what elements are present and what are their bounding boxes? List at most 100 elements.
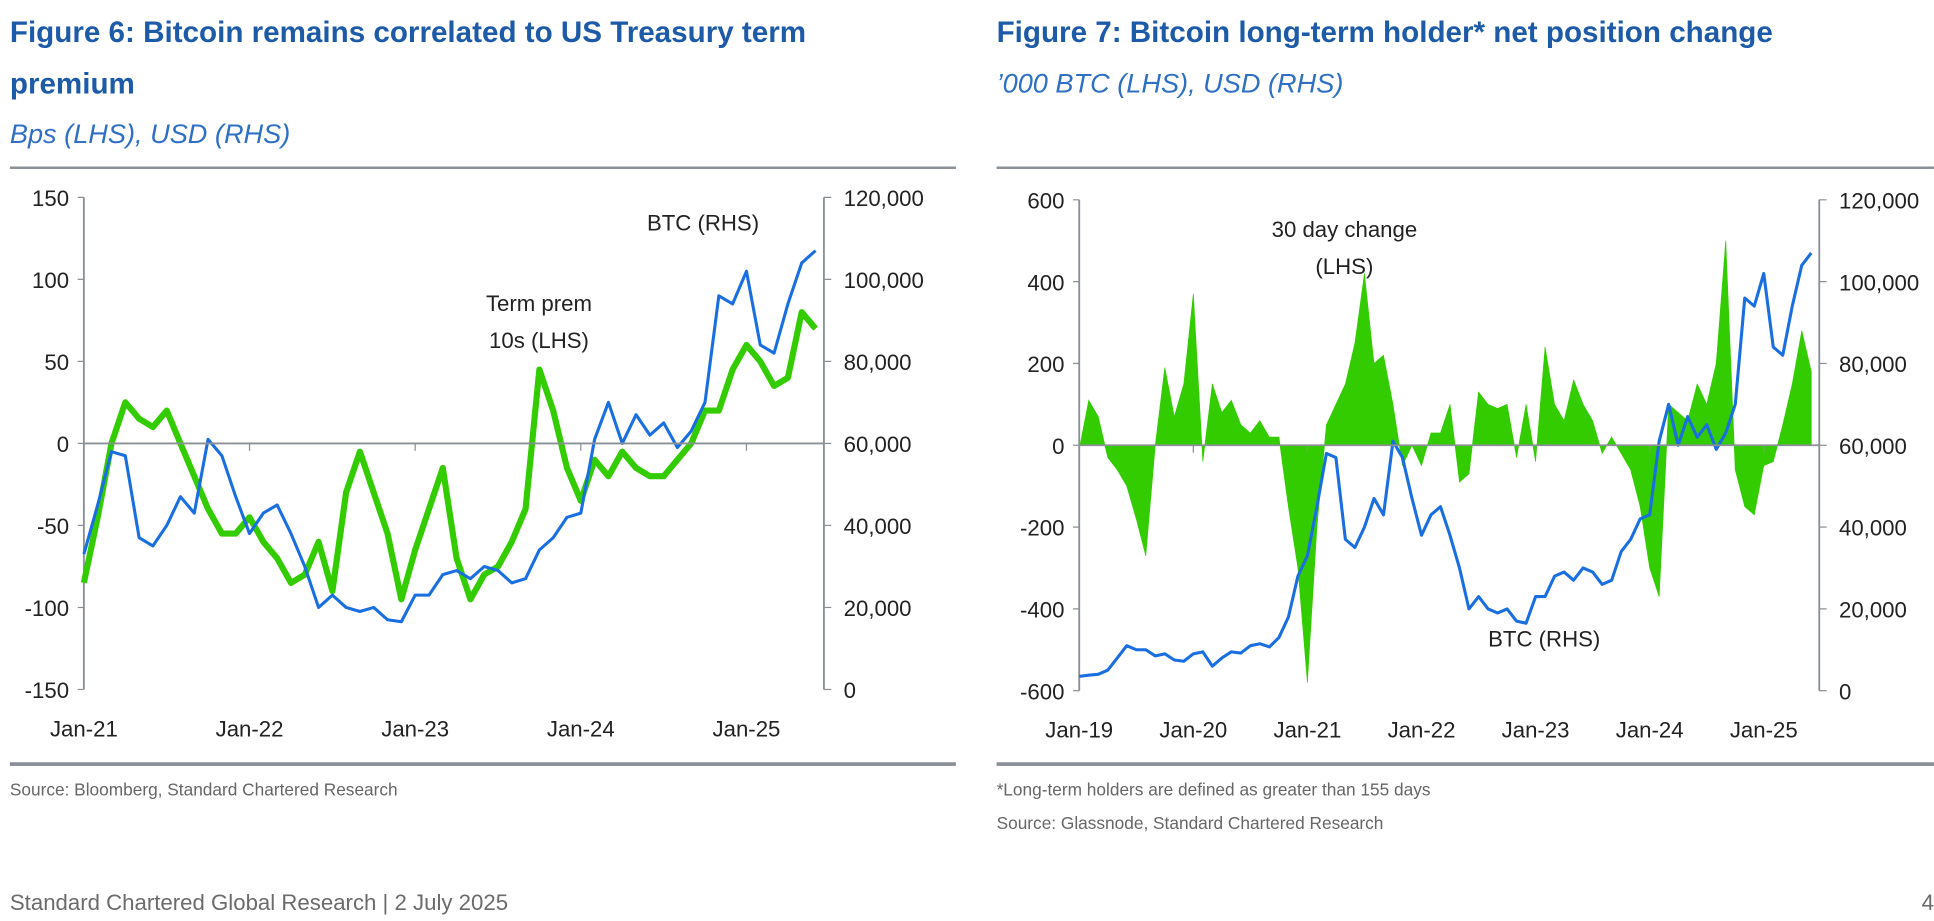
lth-change-area-segment — [1097, 416, 1109, 458]
footer-text: Standard Chartered Global Research | 2 J… — [9, 890, 509, 916]
lth-change-area-segment — [1563, 379, 1574, 446]
btc-line — [1079, 252, 1813, 678]
figure6-source: Source: Bloomberg, Standard Chartered Re… — [9, 779, 398, 800]
lth-change-area-segment — [1734, 444, 1746, 507]
lth-change-area-segment — [1630, 444, 1641, 507]
x-tick-label: Jan-23 — [381, 716, 449, 741]
page-number: 4 — [1921, 890, 1934, 916]
lth-change-area-segment — [1193, 293, 1204, 462]
right-tick-label: 20,000 — [1839, 598, 1907, 623]
left-tick-label: 50 — [44, 350, 69, 375]
lth-change-area-segment — [1212, 383, 1223, 446]
series-label: BTC (RHS) — [647, 211, 759, 236]
x-tick-label: Jan-21 — [1273, 718, 1341, 743]
lth-change-area-segment — [1421, 432, 1432, 466]
lth-change-area-segment — [1145, 444, 1156, 556]
lth-change-area-segment — [1715, 240, 1727, 446]
figure6-bottom-rule — [9, 762, 956, 766]
lth-change-area-segment — [1791, 330, 1803, 446]
lth-change-area-segment — [1164, 367, 1175, 446]
figure7-footnote: *Long-term holders are defined as greate… — [996, 779, 1431, 800]
x-tick-label: Jan-19 — [1045, 718, 1113, 743]
lth-change-area-segment — [1107, 444, 1118, 471]
left-tick-label: 100 — [32, 268, 69, 293]
x-tick-label: Jan-22 — [1388, 718, 1456, 743]
lth-change-area-segment — [1801, 330, 1812, 446]
figure6-title-line2: premium — [9, 67, 135, 102]
lth-change-area-segment — [1639, 444, 1650, 569]
left-tick-label: -100 — [25, 596, 69, 621]
lth-change-area-segment — [1459, 444, 1470, 483]
right-tick-label: 60,000 — [844, 432, 912, 457]
right-tick-label: 40,000 — [844, 514, 912, 539]
lth-change-area-segment — [1135, 444, 1147, 556]
left-tick-label: -150 — [25, 678, 69, 703]
lth-change-area-segment — [1183, 293, 1194, 446]
figure6-top-rule — [9, 166, 956, 169]
right-tick-label: 0 — [1839, 679, 1851, 704]
lth-change-area-segment — [1725, 240, 1736, 470]
x-tick-label: Jan-20 — [1159, 718, 1227, 743]
right-tick-label: 120,000 — [844, 186, 924, 211]
lth-change-area-segment — [1154, 367, 1166, 446]
left-tick-label: -600 — [1020, 679, 1064, 704]
lth-change-area-segment — [1430, 432, 1441, 446]
left-tick-label: -400 — [1020, 598, 1064, 623]
right-tick-label: 80,000 — [844, 350, 912, 375]
lth-change-area-segment — [1487, 403, 1498, 446]
lth-change-area-segment — [1278, 437, 1289, 507]
lth-change-area-segment — [1573, 379, 1584, 446]
lth-change-area-segment — [1440, 404, 1451, 446]
lth-change-area-segment — [1620, 444, 1631, 471]
lth-change-area-segment — [1782, 383, 1793, 446]
lth-change-area-segment — [1516, 404, 1527, 458]
lth-change-area-segment — [1354, 273, 1365, 446]
lth-change-area-segment — [1116, 444, 1128, 488]
x-tick-label: Jan-22 — [216, 716, 284, 741]
figure6-subtitle: Bps (LHS), USD (RHS) — [9, 118, 291, 150]
lth-change-area-segment — [1078, 400, 1090, 450]
lth-change-area-segment — [1506, 404, 1517, 458]
right-tick-label: 20,000 — [844, 596, 912, 621]
lth-change-area-segment — [1554, 403, 1565, 446]
lth-change-area-segment — [1373, 354, 1384, 446]
lth-change-area-segment — [1544, 347, 1555, 446]
lth-change-area-segment — [1497, 403, 1508, 446]
lth-change-area-segment — [1231, 400, 1242, 446]
right-tick-label: 100,000 — [1839, 270, 1919, 295]
term-premium-line — [80, 309, 818, 603]
right-tick-label: 120,000 — [1839, 188, 1919, 213]
x-tick-label: Jan-24 — [1616, 718, 1684, 743]
lth-change-area-segment — [1335, 383, 1346, 446]
x-tick-label: Jan-25 — [1730, 718, 1798, 743]
lth-change-area-segment — [1307, 444, 1318, 683]
left-tick-label: -50 — [37, 514, 69, 539]
lth-change-area-segment — [1411, 444, 1422, 466]
lth-change-area-segment — [1478, 391, 1489, 446]
lth-change-area-segment — [1744, 444, 1755, 516]
left-tick-label: 400 — [1027, 270, 1064, 295]
lth-change-area-segment — [1173, 383, 1185, 446]
figure6-chart: 150 100 50 0 -50 -100 -150 120,000 100,000 80,000… — [25, 186, 924, 741]
lth-change-area-segment — [1383, 355, 1394, 446]
lth-change-area-segment — [1221, 399, 1232, 446]
series-label: 10s (LHS) — [489, 328, 589, 353]
series-label: (LHS) — [1315, 254, 1373, 279]
lth-change-area-segment — [1269, 436, 1280, 446]
x-tick-label: Jan-21 — [50, 716, 118, 741]
lth-change-area-segment — [1240, 424, 1251, 446]
lth-change-area-segment — [1345, 342, 1356, 446]
right-tick-label: 0 — [844, 678, 856, 703]
right-tick-label: 100,000 — [844, 268, 924, 293]
left-tick-label: 200 — [1027, 352, 1064, 377]
figure7-title: Figure 7: Bitcoin long-term holder* net … — [996, 16, 1773, 50]
left-tick-label: 150 — [32, 186, 69, 211]
figure6-title-line1: Figure 6: Bitcoin remains correlated to … — [9, 16, 807, 50]
lth-change-area-segment — [1763, 444, 1774, 467]
lth-change-area-segment — [1753, 444, 1765, 515]
figure7-source: Source: Glassnode, Standard Chartered Re… — [996, 812, 1384, 833]
x-tick-label: Jan-24 — [547, 716, 615, 741]
left-tick-label: -200 — [1020, 516, 1064, 541]
right-tick-label: 80,000 — [1839, 352, 1907, 377]
